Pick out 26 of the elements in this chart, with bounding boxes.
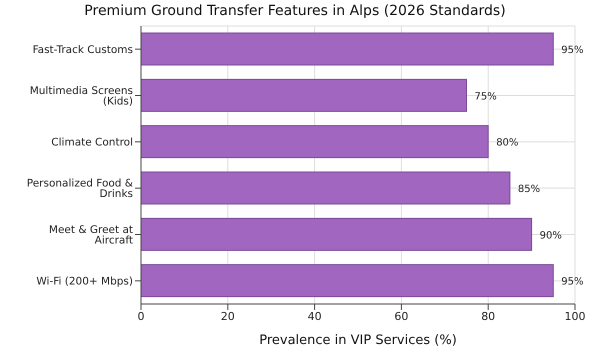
bar bbox=[141, 125, 489, 158]
bar bbox=[141, 264, 554, 298]
x-axis-title: Prevalence in VIP Services (%) bbox=[259, 333, 457, 348]
bar bbox=[141, 32, 554, 66]
y-tick-label: Multimedia Screens (Kids) bbox=[30, 84, 133, 108]
y-tick-label: Climate Control bbox=[51, 136, 133, 149]
x-tick-label: 20 bbox=[220, 310, 235, 323]
x-tick-label: 100 bbox=[564, 310, 586, 323]
data-label: 75% bbox=[474, 91, 497, 102]
bar bbox=[141, 78, 467, 112]
data-label: 95% bbox=[561, 45, 584, 56]
y-tick-label: Personalized Food & Drinks bbox=[26, 178, 133, 200]
y-tick-label: Wi-Fi (200+ Mbps) bbox=[36, 276, 133, 288]
x-tick-label: 40 bbox=[308, 310, 322, 323]
data-label: 95% bbox=[561, 276, 584, 288]
x-tick-label: 60 bbox=[394, 310, 408, 323]
data-label: 85% bbox=[518, 184, 540, 195]
data-label: 90% bbox=[540, 230, 562, 242]
y-tick-label: Fast-Track Customs bbox=[32, 44, 133, 56]
bar bbox=[141, 218, 532, 251]
data-label: 80% bbox=[496, 138, 518, 149]
chart-title: Premium Ground Transfer Features in Alps (2026 Standards) bbox=[83, 3, 507, 19]
bar bbox=[141, 172, 510, 204]
y-tick-label: Meet & Greet at Aircraft bbox=[48, 224, 133, 246]
x-tick-label: 80 bbox=[481, 310, 496, 323]
x-tick-label: 0 bbox=[138, 310, 144, 323]
